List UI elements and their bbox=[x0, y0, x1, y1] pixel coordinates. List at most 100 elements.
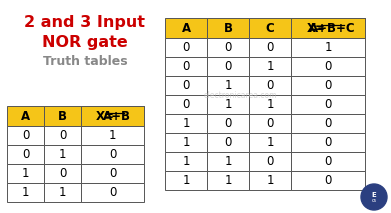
Bar bbox=[7, 183, 44, 202]
Text: A+B: A+B bbox=[103, 109, 131, 122]
Bar bbox=[44, 164, 81, 183]
Bar bbox=[165, 152, 207, 171]
Bar bbox=[165, 95, 207, 114]
Text: 1: 1 bbox=[109, 129, 116, 142]
Bar bbox=[7, 106, 44, 126]
Text: 1: 1 bbox=[224, 79, 232, 92]
Text: 1: 1 bbox=[224, 174, 232, 187]
Text: X=A+B+C: X=A+B+C bbox=[295, 22, 361, 35]
Text: X=A+B: X=A+B bbox=[89, 109, 136, 122]
Bar bbox=[291, 18, 365, 38]
Bar bbox=[44, 183, 81, 202]
Bar bbox=[44, 126, 81, 145]
Bar bbox=[44, 145, 81, 164]
Text: 0: 0 bbox=[109, 167, 116, 180]
Text: 0: 0 bbox=[324, 155, 332, 168]
Text: 1: 1 bbox=[324, 41, 332, 54]
Bar bbox=[291, 95, 365, 114]
Bar bbox=[165, 57, 207, 76]
Text: 1: 1 bbox=[22, 167, 29, 180]
Text: 0: 0 bbox=[266, 79, 274, 92]
Bar bbox=[165, 38, 207, 57]
Text: 0: 0 bbox=[324, 98, 332, 111]
Bar bbox=[81, 164, 144, 183]
Bar bbox=[249, 171, 291, 190]
Text: 1: 1 bbox=[59, 186, 66, 199]
Text: 0: 0 bbox=[109, 148, 116, 161]
Text: 2 and 3 Input: 2 and 3 Input bbox=[25, 15, 145, 30]
Bar bbox=[207, 114, 249, 133]
Bar bbox=[81, 183, 144, 202]
Bar bbox=[291, 133, 365, 152]
Text: X=A+B+C: X=A+B+C bbox=[295, 22, 361, 35]
Text: 1: 1 bbox=[266, 60, 274, 73]
Text: electronicarea.com: electronicarea.com bbox=[203, 91, 277, 99]
Text: 0: 0 bbox=[22, 148, 29, 161]
Bar bbox=[249, 57, 291, 76]
Text: X=A+B: X=A+B bbox=[89, 109, 136, 122]
Text: 0: 0 bbox=[324, 60, 332, 73]
Text: 0: 0 bbox=[224, 117, 232, 130]
Text: 1: 1 bbox=[266, 136, 274, 149]
Text: 0: 0 bbox=[266, 41, 274, 54]
Text: B: B bbox=[58, 109, 67, 122]
Text: C: C bbox=[265, 22, 274, 35]
Bar bbox=[291, 18, 365, 38]
Text: B: B bbox=[224, 22, 233, 35]
Bar bbox=[291, 38, 365, 57]
Text: 1: 1 bbox=[224, 98, 232, 111]
Text: 1: 1 bbox=[266, 174, 274, 187]
Bar bbox=[207, 76, 249, 95]
Text: E: E bbox=[371, 192, 377, 198]
Text: A: A bbox=[21, 109, 30, 122]
Bar bbox=[207, 152, 249, 171]
Text: 0: 0 bbox=[109, 186, 116, 199]
Text: 0: 0 bbox=[266, 155, 274, 168]
Text: 1: 1 bbox=[182, 174, 190, 187]
Bar bbox=[291, 171, 365, 190]
Text: 0: 0 bbox=[182, 60, 190, 73]
Bar bbox=[249, 133, 291, 152]
Bar bbox=[44, 106, 81, 126]
Bar bbox=[207, 38, 249, 57]
Text: 0: 0 bbox=[324, 136, 332, 149]
Text: X=: X= bbox=[96, 109, 115, 122]
Bar bbox=[291, 76, 365, 95]
Text: 0: 0 bbox=[324, 117, 332, 130]
Bar bbox=[249, 114, 291, 133]
Bar bbox=[291, 152, 365, 171]
Text: 0: 0 bbox=[182, 79, 190, 92]
Text: 0: 0 bbox=[266, 117, 274, 130]
Text: cs: cs bbox=[371, 199, 377, 203]
Bar bbox=[249, 18, 291, 38]
Bar bbox=[81, 106, 144, 126]
Bar bbox=[165, 76, 207, 95]
Text: 1: 1 bbox=[182, 117, 190, 130]
Bar bbox=[207, 18, 249, 38]
Text: A+B+C: A+B+C bbox=[309, 22, 356, 35]
Bar bbox=[207, 171, 249, 190]
Bar bbox=[165, 171, 207, 190]
Bar bbox=[165, 114, 207, 133]
Bar bbox=[7, 164, 44, 183]
Text: 0: 0 bbox=[224, 41, 232, 54]
Text: 1: 1 bbox=[22, 186, 29, 199]
Text: 0: 0 bbox=[59, 167, 66, 180]
Bar bbox=[291, 114, 365, 133]
Text: 0: 0 bbox=[22, 129, 29, 142]
Bar bbox=[207, 57, 249, 76]
Bar bbox=[207, 95, 249, 114]
Text: 0: 0 bbox=[182, 41, 190, 54]
Text: 1: 1 bbox=[182, 155, 190, 168]
Bar bbox=[207, 133, 249, 152]
Bar bbox=[165, 133, 207, 152]
Bar bbox=[291, 57, 365, 76]
Bar bbox=[81, 145, 144, 164]
Text: X=: X= bbox=[307, 22, 326, 35]
Circle shape bbox=[361, 184, 387, 210]
Text: 1: 1 bbox=[182, 136, 190, 149]
Bar bbox=[249, 38, 291, 57]
Text: 0: 0 bbox=[224, 60, 232, 73]
Text: A: A bbox=[181, 22, 190, 35]
Bar bbox=[7, 145, 44, 164]
